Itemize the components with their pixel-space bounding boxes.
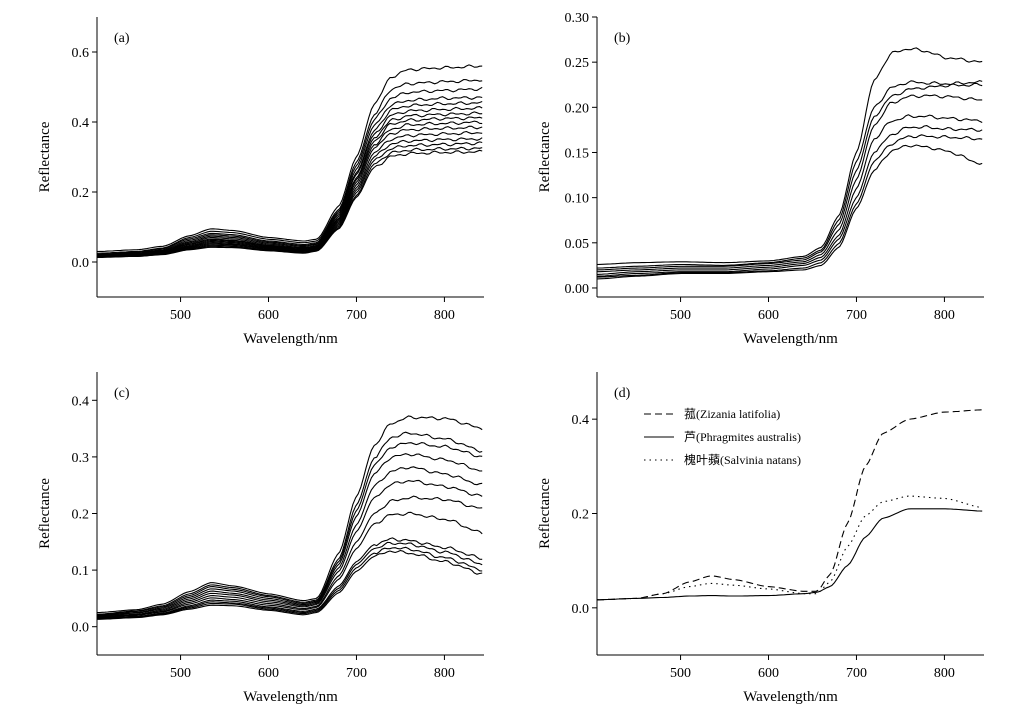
y-axis-title: Reflectance xyxy=(37,121,53,192)
y-axis-title: Reflectance xyxy=(537,121,553,192)
y-tick-label: 0.2 xyxy=(72,508,90,523)
chart-panel-4: 500 600 700 800 0.0 0.2 0.4 Wavelength/nm Reflec… xyxy=(537,372,984,705)
series-line xyxy=(96,86,483,255)
x-tick-label: 800 xyxy=(934,308,955,323)
x-tick-label: 800 xyxy=(934,666,955,681)
chart-panel-2: 500 600 700 800 0.00 0.05 0.10 0.15 0.20 0.25 0.30… xyxy=(537,11,984,347)
y-tick-label: 0.10 xyxy=(565,192,590,207)
y-tick-label: 0.30 xyxy=(565,11,590,26)
series-line xyxy=(96,116,483,257)
series-line xyxy=(97,541,483,619)
y-tick-label: 0.0 xyxy=(72,621,90,636)
series-line xyxy=(97,415,483,614)
x-tick-label: 500 xyxy=(670,308,691,323)
x-axis-title: Wavelength/nm xyxy=(743,331,838,347)
x-tick-label: 700 xyxy=(346,666,367,681)
legend-entry-label: 槐叶蘋(Salvinia natans) xyxy=(684,452,801,467)
y-tick-label: 0.0 xyxy=(572,602,590,617)
y-tick-label: 0.15 xyxy=(565,146,590,161)
panel-label: (d) xyxy=(614,386,631,401)
series-line xyxy=(96,442,483,616)
y-tick-label: 0.2 xyxy=(72,186,90,201)
y-tick-label: 0.2 xyxy=(572,508,590,523)
series-line xyxy=(97,146,483,258)
y-tick-label: 0.4 xyxy=(572,413,590,428)
series-line xyxy=(96,96,483,256)
chart-panel-1: 500 600 700 800 0.0 0.2 0.4 0.6 Wavelength/nm Ref… xyxy=(37,17,484,347)
series-line xyxy=(96,546,483,620)
panel-label: (c) xyxy=(114,386,130,401)
series-line xyxy=(596,114,983,275)
series-line xyxy=(96,64,483,253)
series-line xyxy=(96,106,483,257)
x-axis-title: Wavelength/nm xyxy=(743,689,838,705)
series-line xyxy=(97,100,483,256)
series-line xyxy=(597,508,983,601)
y-tick-label: 0.3 xyxy=(72,451,90,466)
y-tick-label: 0.0 xyxy=(72,256,90,271)
series-line xyxy=(596,82,983,271)
chart-panel-3: 500 600 700 800 0.0 0.1 0.2 0.3 0.4 Wavelength/nm… xyxy=(37,372,484,705)
x-axis-title: Wavelength/nm xyxy=(243,689,338,705)
legend-entry-label: 菰(Zizania latifolia) xyxy=(684,407,780,421)
y-tick-label: 0.05 xyxy=(565,237,590,252)
series-line xyxy=(596,144,983,280)
x-tick-label: 700 xyxy=(846,308,867,323)
series-line xyxy=(96,495,483,618)
y-tick-label: 0.1 xyxy=(72,564,90,579)
series-line xyxy=(97,149,483,258)
x-tick-label: 700 xyxy=(346,308,367,323)
series-line xyxy=(97,466,483,617)
y-tick-label: 0.00 xyxy=(565,282,590,297)
x-tick-label: 800 xyxy=(434,308,455,323)
series-line xyxy=(97,511,483,619)
y-tick-label: 0.4 xyxy=(72,116,90,131)
x-tick-label: 600 xyxy=(258,308,279,323)
series-line xyxy=(97,111,483,257)
x-tick-label: 600 xyxy=(258,666,279,681)
series-line xyxy=(96,453,483,616)
series-line xyxy=(96,479,483,618)
x-tick-label: 800 xyxy=(434,666,455,681)
series-line xyxy=(597,409,983,601)
series-line xyxy=(96,137,483,258)
series-line xyxy=(597,94,983,273)
series-line xyxy=(596,125,983,277)
x-tick-label: 500 xyxy=(670,666,691,681)
x-tick-label: 600 xyxy=(758,308,779,323)
series-line xyxy=(96,431,483,615)
x-axis-title: Wavelength/nm xyxy=(243,331,338,347)
x-tick-label: 600 xyxy=(758,666,779,681)
y-tick-label: 0.25 xyxy=(565,56,590,71)
legend-entry-label: 芦(Phragmites australis) xyxy=(684,430,801,444)
series-line xyxy=(596,80,983,269)
series-line xyxy=(97,549,483,620)
series-line xyxy=(597,495,983,601)
x-tick-label: 700 xyxy=(846,666,867,681)
y-axis-title: Reflectance xyxy=(37,478,53,549)
legend: 菰(Zizania latifolia) 芦(Phragmites austral… xyxy=(644,407,801,467)
panel-label: (a) xyxy=(114,31,130,46)
series-line xyxy=(96,78,483,254)
y-tick-label: 0.6 xyxy=(72,46,90,61)
x-tick-label: 500 xyxy=(170,308,191,323)
y-tick-label: 0.4 xyxy=(72,394,90,409)
y-axis-title: Reflectance xyxy=(537,478,553,549)
series-line xyxy=(596,47,983,266)
panel-label: (b) xyxy=(614,31,631,46)
y-tick-label: 0.20 xyxy=(565,101,590,116)
series-line xyxy=(597,134,983,278)
x-tick-label: 500 xyxy=(170,666,191,681)
series-line xyxy=(97,120,483,257)
